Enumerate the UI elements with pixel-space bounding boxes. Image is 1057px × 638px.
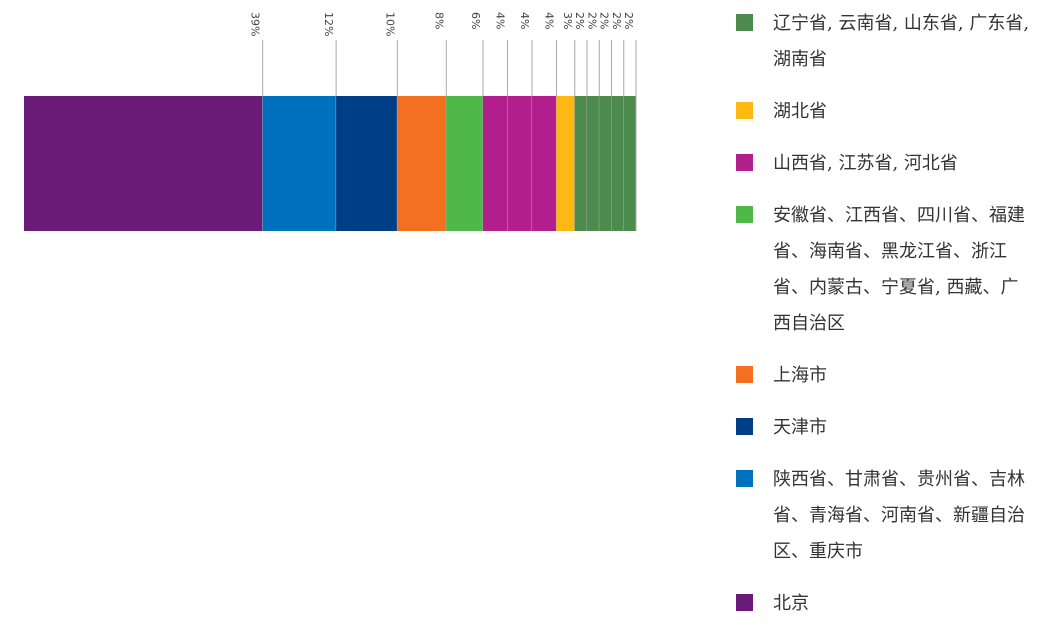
legend-swatch [736,470,753,487]
bar-segment [483,96,508,231]
legend-item: 天津市 [736,410,1036,446]
bar-segment [507,96,532,231]
legend-swatch [736,14,753,31]
legend-item: 山西省, 江苏省, 河北省 [736,146,1036,182]
value-label: 2% [585,12,598,29]
bar-segment [574,96,588,231]
legend-item: 安徽省、江西省、四川省、福建省、海南省、黑龙江省、浙江省、内蒙古、宁夏省, 西藏… [736,198,1036,342]
legend-label: 北京 [773,593,809,614]
page: {"chart_data": {"type": "bar", "orientat… [24,12,1030,614]
value-label: 4% [493,12,506,29]
legend-swatch [736,206,753,223]
chart: 39% 12% 10% 8% 6% 4% 4% 4% 3% 2% 2% 2% 2% 2% [24,12,637,231]
bar-segment [599,96,612,231]
legend-label: 天津市 [773,417,827,438]
legend-swatch [736,594,753,611]
legend-label: 山西省, 江苏省, 河北省 [773,153,958,174]
value-label: 4% [542,12,555,29]
bar-segment [587,96,600,231]
bar-segment [336,96,398,231]
legend: 辽宁省, 云南省, 山东省, 广东省, 湖南省湖北省山西省, 江苏省, 河北省安… [736,6,1036,638]
value-label: 10% [383,12,396,36]
value-label: 39% [249,12,262,36]
value-label: 12% [322,12,335,36]
bar-segment [397,96,447,231]
bar-segment [623,96,636,231]
legend-label: 陕西省、甘肃省、贵州省、吉林省、青海省、河南省、新疆自治区、重庆市 [773,469,1025,562]
legend-item: 上海市 [736,358,1036,394]
legend-item: 陕西省、甘肃省、贵州省、吉林省、青海省、河南省、新疆自治区、重庆市 [736,462,1036,570]
bar-segment [531,96,557,231]
legend-item: 辽宁省, 云南省, 山东省, 广东省, 湖南省 [736,6,1036,78]
legend-swatch [736,418,753,435]
legend-label: 辽宁省, 云南省, 山东省, 广东省, 湖南省 [773,13,1030,70]
legend-swatch [736,366,753,383]
legend-item: 北京 [736,586,1036,622]
value-label: 2% [610,12,623,29]
bar-segment [611,96,624,231]
legend-item: 湖北省 [736,94,1036,130]
legend-label: 安徽省、江西省、四川省、福建省、海南省、黑龙江省、浙江省、内蒙古、宁夏省, 西藏… [773,205,1025,334]
bar-segment [446,96,483,231]
value-label: 2% [598,12,611,29]
legend-swatch [736,102,753,119]
value-label: 6% [469,12,482,29]
legend-swatch [736,154,753,171]
bar-segment [556,96,575,231]
value-label: 2% [622,12,635,29]
value-label: 4% [518,12,531,29]
legend-label: 上海市 [773,365,827,386]
bar-segment [262,96,337,231]
value-label: 2% [573,12,586,29]
bar-segment [24,96,263,231]
legend-label: 湖北省 [773,101,827,122]
value-label: 3% [561,12,574,29]
value-label: 8% [432,12,445,29]
